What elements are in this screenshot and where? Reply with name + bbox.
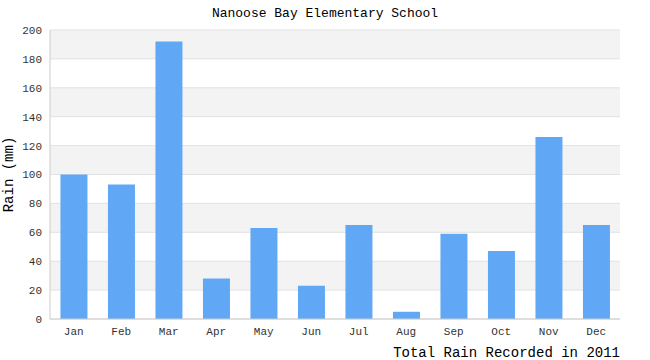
svg-text:Aug: Aug xyxy=(396,326,416,338)
svg-text:160: 160 xyxy=(22,83,42,95)
svg-text:Sep: Sep xyxy=(444,326,464,338)
svg-text:80: 80 xyxy=(29,198,42,210)
svg-text:120: 120 xyxy=(22,141,42,153)
svg-text:180: 180 xyxy=(22,54,42,66)
svg-text:Jul: Jul xyxy=(349,326,369,338)
svg-text:20: 20 xyxy=(29,285,42,297)
svg-text:Rain (mm): Rain (mm) xyxy=(8,137,17,213)
svg-text:140: 140 xyxy=(22,112,42,124)
svg-text:May: May xyxy=(254,326,274,338)
html-text:Nanoose Bay Elementary School: Nanoose Bay Elementary School xyxy=(211,6,439,21)
svg-text:Apr: Apr xyxy=(206,326,226,338)
svg-text:Mar: Mar xyxy=(159,326,179,338)
svg-text:0: 0 xyxy=(35,314,42,326)
svg-text:40: 40 xyxy=(29,256,42,268)
svg-text:Nov: Nov xyxy=(539,326,559,338)
svg-text:200: 200 xyxy=(22,25,42,37)
svg-text:Jan: Jan xyxy=(64,326,84,338)
svg-text:Dec: Dec xyxy=(586,326,606,338)
svg-text:Feb: Feb xyxy=(111,326,131,338)
svg-text:Jun: Jun xyxy=(301,326,321,338)
svg-text:Total Rain Recorded in 2011: Total Rain Recorded in 2011 xyxy=(393,345,620,360)
svg-text:100: 100 xyxy=(22,169,42,181)
svg-text:Oct: Oct xyxy=(491,326,511,338)
svg-text:60: 60 xyxy=(29,227,42,239)
